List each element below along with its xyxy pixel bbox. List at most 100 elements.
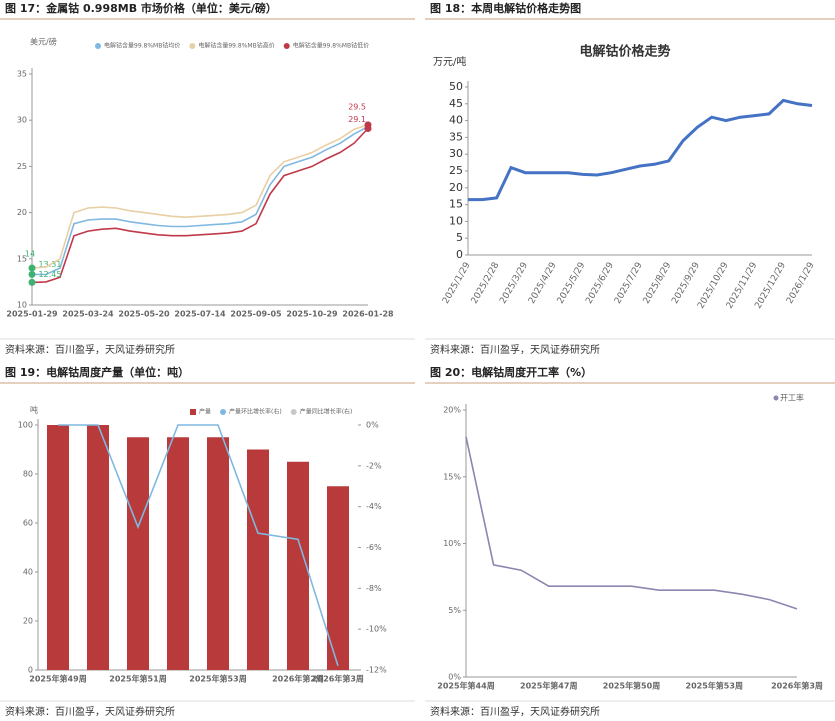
y-tick-label: 80 <box>23 470 33 479</box>
bar <box>327 486 349 670</box>
legend-label: 开工率 <box>780 393 804 403</box>
x-tick-label: 2026年第3周 <box>771 681 823 691</box>
line <box>31 124 369 269</box>
x-tick-label: 2025年第44周 <box>437 681 494 691</box>
x-tick-label: 2025-05-20 <box>118 310 170 319</box>
y-tick-label: 10% <box>443 539 461 548</box>
figure-caption: 图 18：本周电解钴价格走势图 <box>430 1 581 15</box>
y-tick-label: 60 <box>23 519 33 528</box>
line <box>58 424 339 667</box>
y-axis-label: 美元/磅 <box>30 37 57 47</box>
bar <box>247 449 269 670</box>
y-tick-label: 20 <box>17 208 27 217</box>
x-tick-label: 2026-01-28 <box>342 310 394 319</box>
y-tick-label: 20 <box>449 181 463 194</box>
y-tick-label: 0% <box>448 673 461 682</box>
x-tick-label: 2025-01-29 <box>6 310 58 319</box>
x-tick-label: 2025年第53周 <box>189 674 246 684</box>
data-label: 29.1 <box>348 115 366 124</box>
source-note: 资料来源：百川盈孚，天风证券研究所 <box>5 705 175 718</box>
y-axis-label: 吨 <box>30 405 38 415</box>
x-tick-label: 2026年第2周 <box>272 674 324 684</box>
x-tick-label: 2026年第3周 <box>312 674 364 684</box>
y-tick-label: 20 <box>23 617 33 626</box>
y-tick-label: 15 <box>449 198 463 211</box>
legend-swatch <box>220 409 227 415</box>
legend-label: 电解钴含量99.8%MB钴均价 <box>104 42 180 50</box>
y2-tick-label: 0% <box>366 421 379 430</box>
y2-tick-label: -8% <box>366 584 382 593</box>
legend-swatch <box>290 409 297 415</box>
y-tick-label: 35 <box>17 70 27 79</box>
y-tick-label: 15% <box>443 472 461 481</box>
figure-caption: 图 20：电解钴周度开工率（%） <box>430 365 592 379</box>
legend-label: 产量同比增长率(右) <box>300 408 353 416</box>
bar <box>87 425 109 670</box>
x-tick-label: 2025年第53周 <box>686 681 743 691</box>
y-tick-label: 40 <box>449 114 463 127</box>
x-tick-label: 2025-07-14 <box>174 310 226 319</box>
line <box>31 127 369 284</box>
y2-tick-label: -2% <box>366 461 382 470</box>
x-tick-label: 2025-10-29 <box>286 310 338 319</box>
point-marker <box>28 270 36 278</box>
y-tick-label: 30 <box>449 147 463 160</box>
y-tick-label: 50 <box>449 80 463 93</box>
source-note: 资料来源：百川盈孚，天风证券研究所 <box>430 343 600 356</box>
source-note: 资料来源：百川盈孚，天风证券研究所 <box>430 705 600 718</box>
line <box>31 125 369 276</box>
figure-caption: 图 19：电解钴周度产量（单位：吨） <box>5 365 189 379</box>
figure-caption: 图 17：金属钴 0.998MB 市场价格（单位：美元/磅） <box>5 1 277 15</box>
legend-swatch <box>190 409 196 415</box>
y-tick-label: 40 <box>23 568 33 577</box>
y-tick-label: 25 <box>17 162 27 171</box>
bar <box>167 437 189 670</box>
y-tick-label: 45 <box>449 97 463 110</box>
x-tick-label: 2025年第50周 <box>603 681 660 691</box>
legend-swatch <box>189 43 196 49</box>
point-marker <box>364 125 372 133</box>
x-tick-label: 2025年第49周 <box>29 674 86 684</box>
bar <box>47 425 69 670</box>
y-tick-label: 10 <box>449 214 463 227</box>
legend-label: 产量 <box>199 408 211 416</box>
x-tick-label: 2025-03-24 <box>62 310 114 319</box>
legend-label: 电解钴含量99.8%MB钴高价 <box>198 42 274 50</box>
data-label: 29.5 <box>348 102 366 111</box>
y-tick-label: 25 <box>449 164 463 177</box>
source-note: 资料来源：百川盈孚，天风证券研究所 <box>5 343 175 356</box>
y-tick-label: 35 <box>449 130 463 143</box>
data-label: 14 <box>25 250 35 259</box>
point-marker <box>28 264 36 272</box>
y-tick-label: 5 <box>456 231 463 244</box>
x-tick-label: 2025年第47周 <box>520 681 577 691</box>
legend-label: 电解钴含量99.8%MB钴低价 <box>293 42 369 50</box>
y-tick-label: 15 <box>17 254 27 263</box>
y2-tick-label: -10% <box>366 625 387 634</box>
legend-label: 产量环比增长率(右) <box>229 408 282 416</box>
y-tick-label: 5% <box>448 606 461 615</box>
line <box>465 436 798 610</box>
chart-title: 电解钴价格走势 <box>579 44 670 60</box>
legend-swatch <box>95 43 101 49</box>
y-axis-label: 万元/吨 <box>433 55 466 68</box>
line <box>468 98 813 202</box>
y-tick-label: 30 <box>17 116 27 125</box>
bar <box>287 461 309 670</box>
data-label: 12.45 <box>39 270 62 279</box>
bar <box>127 437 149 670</box>
y2-tick-label: -12% <box>366 666 387 675</box>
y-tick-label: 0 <box>28 666 33 675</box>
bar <box>207 437 229 670</box>
x-tick-label: 2025年第51周 <box>109 674 166 684</box>
y-tick-label: 10 <box>17 301 27 310</box>
y-tick-label: 20% <box>443 406 461 415</box>
y-tick-label: 100 <box>18 421 33 430</box>
y2-tick-label: -6% <box>366 543 382 552</box>
y-tick-label: 0 <box>456 248 463 261</box>
legend-swatch <box>283 43 290 49</box>
point-marker <box>28 278 36 286</box>
legend-swatch <box>773 395 779 401</box>
